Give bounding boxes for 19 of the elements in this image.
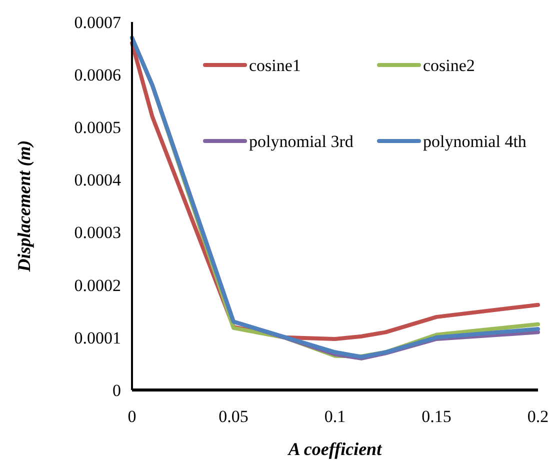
x-tick-label: 0.1 [324, 407, 346, 426]
legend-label: polynomial 3rd [249, 132, 354, 151]
x-axis-title: A coefficient [287, 439, 383, 459]
y-tick-label: 0.0006 [74, 66, 121, 85]
y-tick-label: 0.0005 [74, 118, 121, 138]
legend-label: cosine2 [423, 56, 475, 75]
y-tick-label: 0 [112, 380, 121, 400]
legend-label: cosine1 [249, 56, 301, 75]
y-tick-label: 0.0007 [74, 12, 122, 32]
y-axis-title: Displacement (m) [14, 140, 34, 273]
y-tick-label: 0.0003 [74, 223, 121, 242]
x-tick-label: 0.2 [527, 407, 549, 426]
x-tick-label: 0 [128, 407, 136, 426]
y-tick-label: 0.0002 [74, 276, 121, 295]
y-tick-label: 0.0004 [74, 170, 122, 190]
legend-label: polynomial 4th [423, 132, 527, 151]
x-tick-label: 0.05 [218, 407, 248, 426]
y-tick-label: 0.0001 [74, 328, 121, 348]
x-tick-label: 0.15 [422, 407, 452, 426]
